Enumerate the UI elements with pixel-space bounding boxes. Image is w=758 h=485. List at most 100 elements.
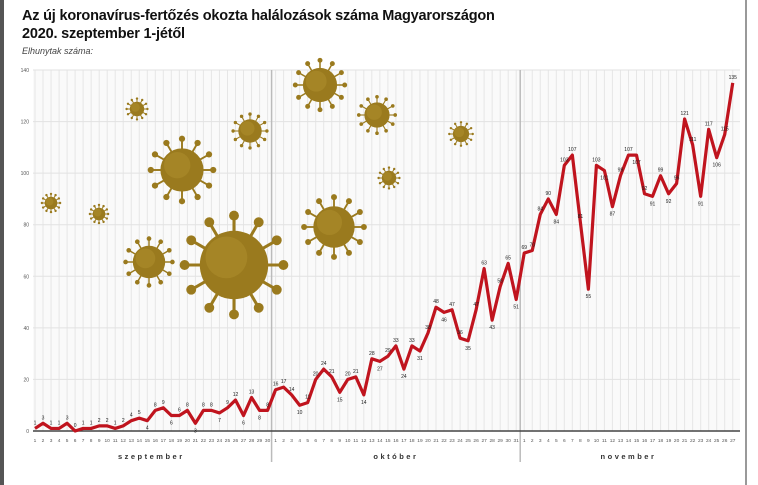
data-label: 8 bbox=[186, 402, 189, 408]
virus-spike-tip bbox=[317, 57, 323, 63]
data-label: 107 bbox=[624, 147, 633, 153]
virus-spike-tip bbox=[305, 209, 312, 216]
title-line-1: Az új koronavírus-fertőzés okozta halálo… bbox=[22, 8, 495, 24]
data-line bbox=[34, 82, 735, 433]
x-tick-label: 11 bbox=[353, 438, 358, 444]
x-tick-label: 23 bbox=[209, 438, 215, 444]
virus-spike-tip bbox=[126, 102, 130, 106]
data-label: 36 bbox=[457, 330, 463, 336]
data-label: 29 bbox=[385, 348, 391, 354]
virus-spike-tip bbox=[396, 182, 400, 185]
x-tick-label: 10 bbox=[105, 438, 111, 444]
x-tick-label: 3 bbox=[50, 438, 53, 444]
x-tick-label: 21 bbox=[193, 438, 199, 444]
virus-spike-tip bbox=[151, 151, 159, 158]
x-tick-label: 29 bbox=[497, 438, 503, 444]
data-label: 27 bbox=[377, 366, 383, 372]
x-tick-label: 14 bbox=[137, 438, 143, 444]
virus-highlight bbox=[305, 70, 327, 92]
data-label: 117 bbox=[705, 121, 713, 127]
data-label: 33 bbox=[393, 338, 399, 344]
virus-spike-tip bbox=[41, 197, 45, 200]
x-tick-label: 7 bbox=[571, 438, 574, 444]
data-label: 56 bbox=[497, 279, 503, 285]
x-tick-label: 21 bbox=[433, 438, 439, 444]
virus-spike-tip bbox=[194, 139, 201, 147]
x-tick-label: 18 bbox=[169, 438, 175, 444]
y-axis-label: Elhunytak száma: bbox=[22, 46, 94, 56]
x-tick-label: 28 bbox=[489, 438, 495, 444]
data-label: 35 bbox=[465, 346, 471, 352]
virus-spike-tip bbox=[393, 167, 396, 171]
virus-spike-tip bbox=[205, 182, 213, 189]
virus-spike-tip bbox=[141, 98, 144, 102]
data-label: 3 bbox=[42, 415, 45, 421]
x-tick-label: 17 bbox=[161, 438, 167, 444]
virus-spike-tip bbox=[449, 126, 453, 130]
virus-spike-tip bbox=[262, 120, 267, 125]
y-tick-label: 120 bbox=[21, 120, 30, 126]
x-tick-label: 5 bbox=[306, 438, 309, 444]
virus-spike-tip bbox=[296, 94, 302, 100]
virus-spike-tip bbox=[375, 131, 379, 136]
x-tick-label: 23 bbox=[698, 438, 704, 444]
virus-spike-tip bbox=[178, 135, 186, 142]
x-tick-label: 25 bbox=[465, 438, 471, 444]
virus-spike-tip bbox=[89, 208, 93, 211]
x-tick-label: 25 bbox=[714, 438, 720, 444]
x-tick-label: 15 bbox=[634, 438, 640, 444]
virus-spike-tip bbox=[170, 259, 175, 265]
virus-spike-tip bbox=[378, 182, 382, 185]
y-tick-label: 100 bbox=[21, 171, 30, 177]
data-label: 6 bbox=[178, 408, 181, 414]
data-label: 55 bbox=[586, 294, 592, 300]
data-label: 13 bbox=[249, 389, 255, 395]
virus-spike-tip bbox=[359, 122, 364, 126]
x-tick-label: 4 bbox=[298, 438, 301, 444]
virus-spike-tip bbox=[360, 224, 367, 230]
virus-spike-tip bbox=[178, 198, 186, 205]
virus-spike-tip bbox=[166, 247, 172, 253]
virus-spike-tip bbox=[125, 107, 128, 111]
x-tick-label: 30 bbox=[506, 438, 512, 444]
x-tick-label: 31 bbox=[514, 438, 520, 444]
virus-spike-tip bbox=[163, 139, 170, 147]
virus-spike-tip bbox=[45, 193, 48, 197]
x-tick-label: 6 bbox=[74, 438, 77, 444]
x-tick-label: 9 bbox=[338, 438, 341, 444]
data-label: 96 bbox=[674, 175, 680, 181]
x-tick-label: 17 bbox=[401, 438, 407, 444]
data-label: 84 bbox=[537, 206, 543, 212]
virus-spike-tip bbox=[233, 137, 238, 142]
data-label: 3 bbox=[194, 428, 197, 434]
virus-icon bbox=[88, 203, 110, 225]
virus-spike-tip bbox=[147, 166, 154, 174]
virus-highlight bbox=[93, 208, 102, 217]
data-label: 10 bbox=[297, 410, 303, 416]
virus-spike-tip bbox=[296, 70, 302, 76]
x-tick-label: 13 bbox=[369, 438, 375, 444]
y-tick-label: 140 bbox=[21, 68, 30, 74]
virus-spike-tip bbox=[126, 113, 130, 116]
virus-spike-tip bbox=[57, 206, 61, 209]
virus-spike-tip bbox=[316, 249, 323, 256]
x-tick-label: 21 bbox=[682, 438, 688, 444]
virus-spike-tip bbox=[469, 138, 473, 142]
virus-highlight bbox=[454, 127, 465, 138]
data-label: 90 bbox=[545, 191, 551, 197]
data-label: 92 bbox=[666, 199, 672, 205]
virus-spike-tip bbox=[453, 122, 457, 126]
virus-spike-tip bbox=[179, 260, 190, 270]
data-label: 92 bbox=[642, 186, 648, 192]
virus-spike-tip bbox=[253, 217, 264, 228]
virus-spike-tip bbox=[229, 309, 239, 320]
virus-highlight bbox=[383, 172, 392, 181]
virus-spike-tip bbox=[262, 137, 267, 142]
virus-spike-tip bbox=[387, 166, 391, 169]
x-tick-label: 18 bbox=[409, 438, 415, 444]
x-tick-label: 26 bbox=[473, 438, 479, 444]
virus-highlight bbox=[45, 197, 54, 206]
virus-icon bbox=[448, 121, 474, 147]
virus-spike-tip bbox=[465, 122, 469, 126]
